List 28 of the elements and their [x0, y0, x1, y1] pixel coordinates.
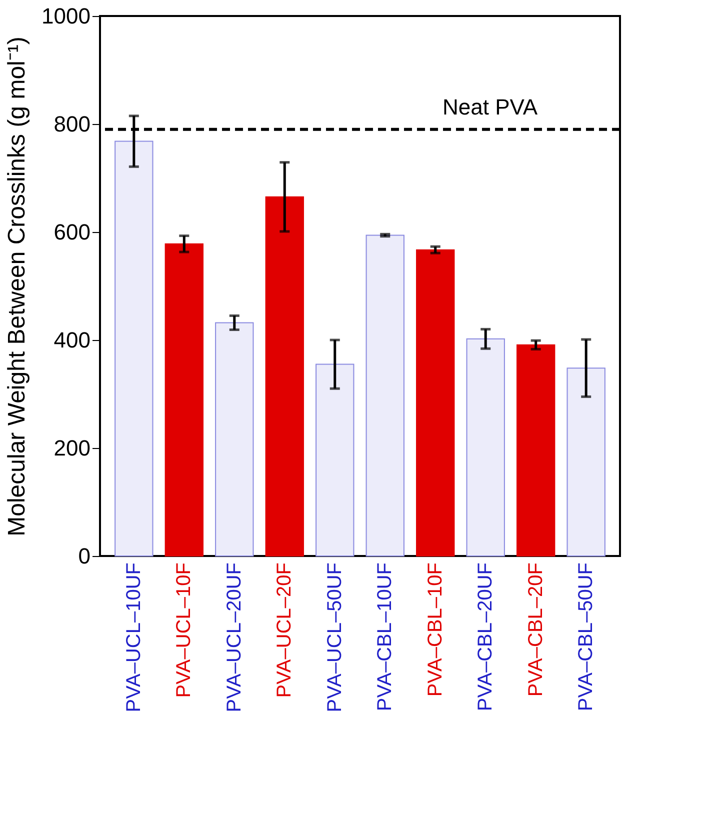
x-tick-label: PVA–UCL–10F	[173, 562, 196, 698]
y-tick-label: 200	[54, 436, 90, 460]
x-tick-label: PVA–CBL–10F	[424, 562, 446, 697]
bar	[566, 368, 606, 556]
bar	[516, 344, 556, 556]
bar	[366, 234, 404, 556]
y-axis-title: Molecular Weight Between Crosslinks (g mol⁻¹)	[4, 36, 31, 536]
bar	[215, 322, 254, 556]
x-tick-label: PVA–UCL–10UF	[122, 562, 145, 712]
x-tick-label: PVA–UCL–20UF	[223, 562, 246, 712]
bar	[416, 249, 455, 556]
y-tick-label: 1000	[42, 4, 90, 28]
x-tick-label: PVA–CBL–20F	[524, 562, 547, 697]
y-tick-label: 400	[54, 328, 90, 352]
ref-line-label: Neat PVA	[442, 94, 538, 120]
x-tick-label: PVA–UCL–50UF	[324, 562, 346, 712]
x-tick-label: PVA–CBL–20UF	[474, 562, 497, 712]
bar	[466, 338, 505, 556]
x-tick-label: PVA–CBL–10UF	[374, 562, 396, 712]
y-tick-label: 0	[78, 544, 90, 568]
x-tick-label: PVA–UCL–20F	[274, 562, 296, 698]
y-tick-label: 600	[54, 220, 90, 244]
bar	[265, 196, 304, 556]
bar	[316, 364, 354, 556]
y-tick-label: 800	[54, 112, 90, 136]
bar	[164, 243, 204, 556]
x-tick-label: PVA–CBL–50UF	[575, 562, 598, 712]
bar	[114, 140, 154, 556]
